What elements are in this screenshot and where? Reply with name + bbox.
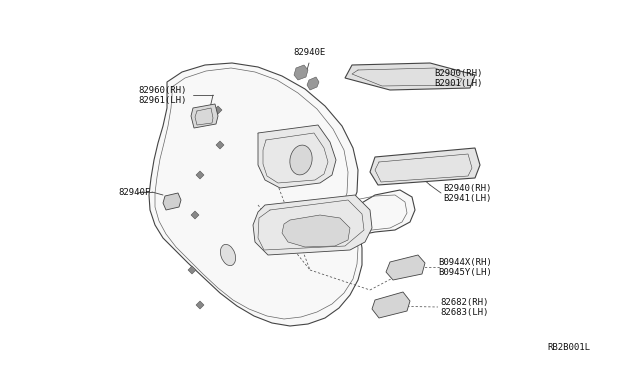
Text: 82940E: 82940E — [293, 48, 325, 57]
Text: B2941(LH): B2941(LH) — [443, 193, 492, 202]
Polygon shape — [294, 65, 308, 80]
Text: 82960(RH): 82960(RH) — [138, 86, 186, 94]
Polygon shape — [345, 63, 475, 90]
Polygon shape — [163, 193, 181, 210]
Polygon shape — [370, 148, 480, 185]
Polygon shape — [258, 125, 336, 188]
Polygon shape — [307, 77, 319, 90]
Text: 82682(RH): 82682(RH) — [440, 298, 488, 307]
Polygon shape — [372, 292, 410, 318]
Text: B2940(RH): B2940(RH) — [443, 183, 492, 192]
Polygon shape — [149, 63, 415, 326]
Polygon shape — [188, 266, 196, 274]
Polygon shape — [196, 301, 204, 309]
Ellipse shape — [290, 145, 312, 175]
Text: 82961(LH): 82961(LH) — [138, 96, 186, 105]
Text: 82940F: 82940F — [118, 187, 150, 196]
Text: B0945Y(LH): B0945Y(LH) — [438, 267, 492, 276]
Text: B2901(LH): B2901(LH) — [434, 78, 483, 87]
Polygon shape — [214, 106, 222, 114]
Polygon shape — [191, 211, 199, 219]
Text: RB2B001L: RB2B001L — [547, 343, 590, 352]
Text: B2900(RH): B2900(RH) — [434, 68, 483, 77]
Polygon shape — [253, 195, 372, 255]
Polygon shape — [196, 171, 204, 179]
Text: B0944X(RH): B0944X(RH) — [438, 257, 492, 266]
Polygon shape — [282, 215, 350, 247]
Polygon shape — [386, 255, 425, 280]
Polygon shape — [191, 104, 218, 128]
Text: 82683(LH): 82683(LH) — [440, 308, 488, 317]
Polygon shape — [216, 141, 224, 149]
Ellipse shape — [220, 244, 236, 266]
